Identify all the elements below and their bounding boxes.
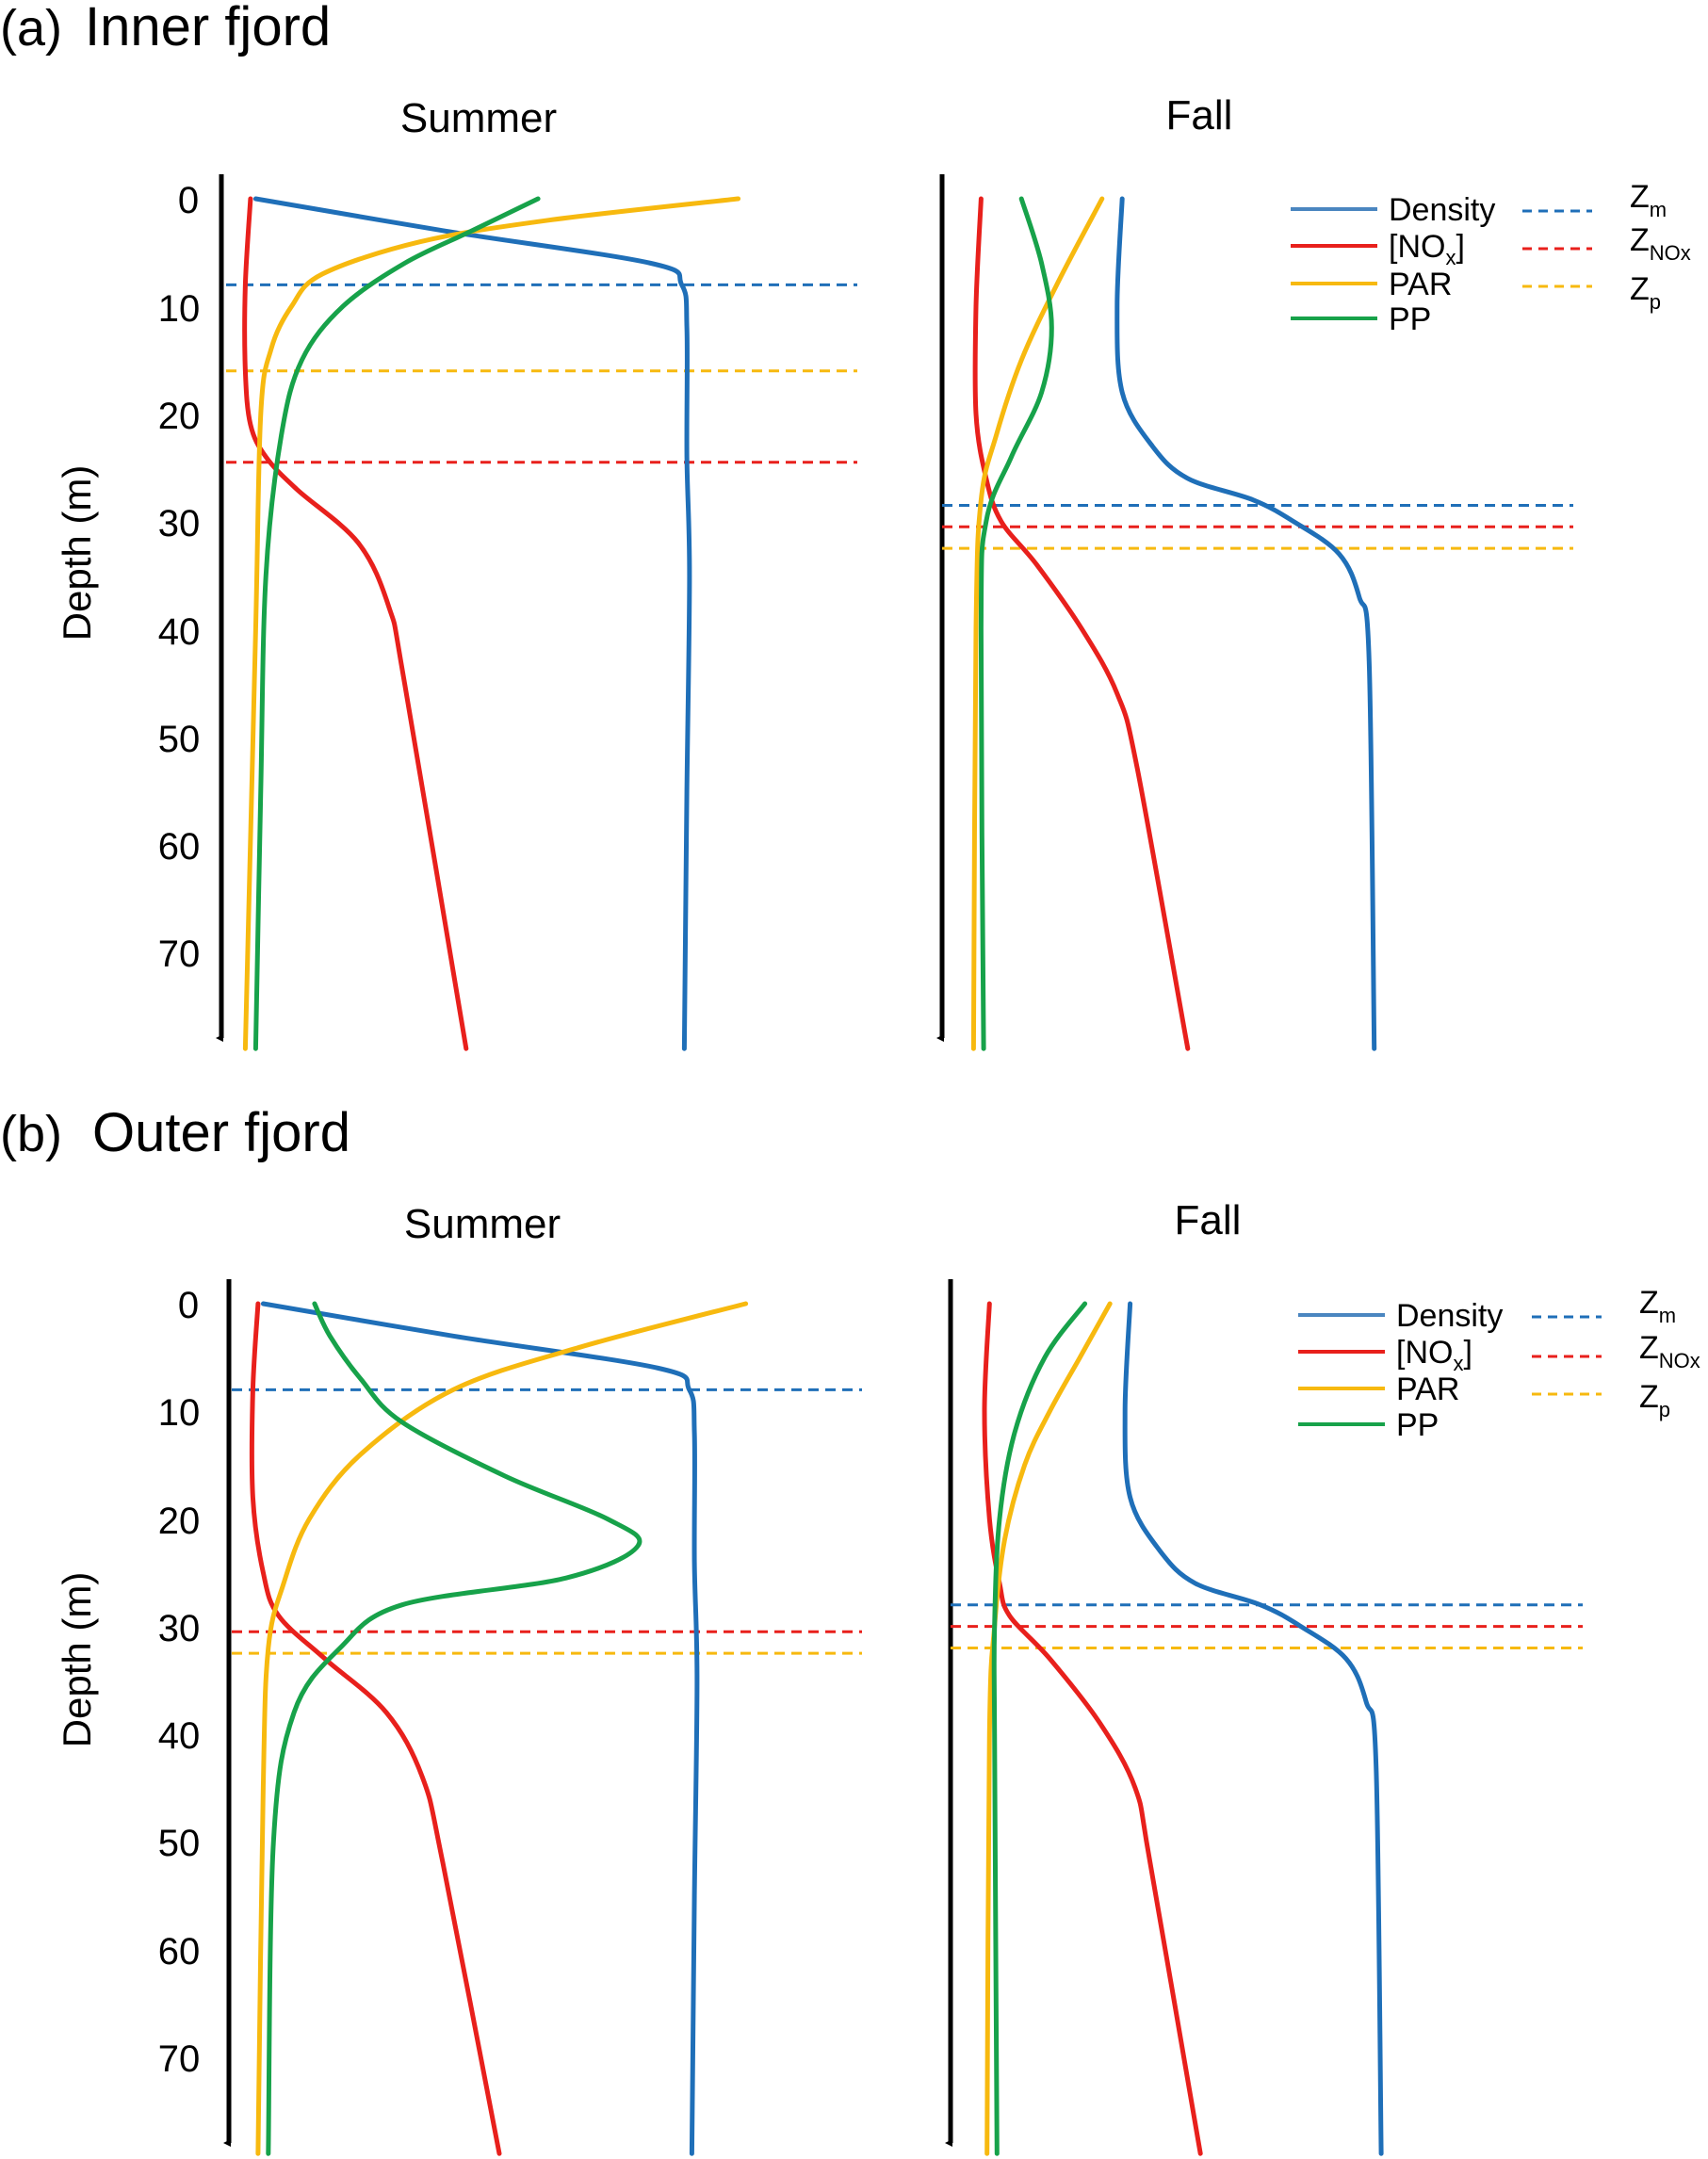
plot1-series-density: [1114, 196, 1377, 1051]
legend-a-zp-label: Zp: [1630, 271, 1661, 314]
panel-b-ytick-20: 20: [158, 1501, 201, 1542]
legend-a-density-label: Density: [1389, 192, 1495, 228]
panel-b-title: Outer fjord: [92, 1102, 350, 1163]
legend-b-zp-label: Zp: [1639, 1379, 1670, 1421]
legend-b-pp-label: PP: [1396, 1407, 1439, 1443]
legend-b-zm-label: Zm: [1639, 1285, 1676, 1327]
plot2-series-par: [255, 1301, 749, 2156]
plot2-series-pp: [266, 1301, 643, 2156]
panel-a-ytick-60: 60: [158, 826, 201, 868]
panel-b-ytick-10: 10: [158, 1392, 201, 1434]
panel-a-letter: (a): [0, 0, 62, 57]
panel-b-letter: (b): [0, 1106, 62, 1162]
panel-b-legend: Density [NOx] PAR PP Zm ZNOx Zp: [1298, 1285, 1700, 1443]
panel-a-ytick-70: 70: [158, 933, 201, 975]
legend-a-zm-label: Zm: [1630, 179, 1667, 221]
panel-b-summer-title: Summer: [404, 1201, 561, 1247]
legend-b-nox-label: [NOx]: [1396, 1335, 1472, 1375]
panel-a-fall-plot: [936, 174, 1573, 1051]
panel-b-ytick-30: 30: [158, 1608, 201, 1649]
legend-b-znox-label: ZNOx: [1639, 1330, 1700, 1372]
panel-b-ytick-60: 60: [158, 1931, 201, 1972]
panel-b-yticks: 0 10 20 30 40 50 60 70: [158, 1285, 201, 2080]
panel-a-summer-title: Summer: [400, 95, 557, 141]
panel-b-ylabel: Depth (m): [55, 1572, 99, 1748]
panel-a-ytick-40: 40: [158, 611, 201, 653]
panel-a-ytick-0: 0: [178, 180, 199, 221]
panel-a-title: Inner fjord: [85, 0, 331, 57]
plot3-series-par: [984, 1301, 1113, 2156]
panel-a-ylabel: Depth (m): [55, 465, 99, 641]
panel-a-yticks: 0 10 20 30 40 50 60 70: [158, 180, 201, 975]
panel-a-summer-plot: [216, 174, 857, 1051]
plot1-series-pp: [978, 196, 1054, 1051]
panel-b-fall-plot: [945, 1279, 1583, 2156]
panel-a-ytick-30: 30: [158, 503, 201, 544]
panel-b-ytick-50: 50: [158, 1823, 201, 1864]
panel-b-ytick-40: 40: [158, 1715, 201, 1757]
panel-a-ytick-20: 20: [158, 396, 201, 437]
legend-b-density-label: Density: [1396, 1298, 1503, 1334]
plot2-series-nox: [249, 1301, 502, 2156]
legend-b-par-label: PAR: [1396, 1372, 1459, 1407]
panel-b-ytick-70: 70: [158, 2038, 201, 2080]
plot2-series-density: [260, 1301, 700, 2156]
legend-a-pp-label: PP: [1389, 301, 1431, 337]
plot0-series-par: [242, 196, 741, 1051]
plot3-series-pp: [991, 1301, 1088, 2156]
plot1-series-nox: [972, 196, 1191, 1051]
panel-b-fall-title: Fall: [1175, 1197, 1242, 1243]
panel-a-ytick-10: 10: [158, 288, 201, 330]
legend-a-par-label: PAR: [1389, 267, 1452, 302]
plot1-series-par: [970, 196, 1105, 1051]
legend-a-nox-label: [NOx]: [1389, 229, 1465, 269]
panel-a-legend: Density [NOx] PAR PP Zm ZNOx Zp: [1291, 179, 1691, 337]
plot3-series-density: [1122, 1301, 1384, 2156]
panel-b-summer-plot: [223, 1279, 862, 2156]
plot3-series-nox: [982, 1301, 1203, 2156]
panel-a-fall-title: Fall: [1166, 92, 1233, 138]
plot0-series-nox: [242, 196, 469, 1051]
legend-a-znox-label: ZNOx: [1630, 222, 1691, 265]
panel-b-ytick-0: 0: [178, 1285, 199, 1326]
plot0-series-density: [252, 196, 692, 1051]
panel-a-ytick-50: 50: [158, 719, 201, 760]
plot0-series-pp: [252, 196, 541, 1051]
